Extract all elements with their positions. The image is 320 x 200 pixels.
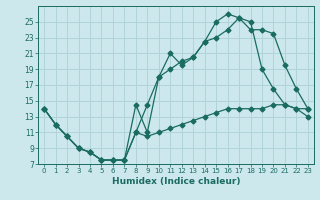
X-axis label: Humidex (Indice chaleur): Humidex (Indice chaleur) [112, 177, 240, 186]
